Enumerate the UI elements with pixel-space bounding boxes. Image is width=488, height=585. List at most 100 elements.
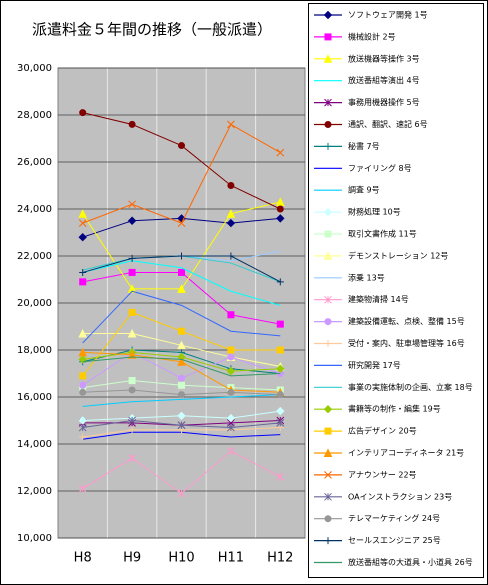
legend-label: 事業の実施体制の企画、立案 18号 xyxy=(348,382,473,392)
marker xyxy=(324,33,332,41)
marker xyxy=(226,218,236,228)
marker xyxy=(128,200,136,209)
y-tick-label: 16,000 xyxy=(17,392,52,403)
marker xyxy=(276,346,284,354)
y-tick-label: 20,000 xyxy=(17,298,52,309)
marker xyxy=(128,386,136,394)
marker xyxy=(276,205,284,213)
legend-label: ソフトウェア開発 1号 xyxy=(348,11,428,20)
marker xyxy=(279,433,282,436)
y-tick-label: 18,000 xyxy=(17,345,52,356)
legend-label: OAインストラクション 23号 xyxy=(348,492,452,501)
marker xyxy=(180,398,183,401)
marker xyxy=(177,284,186,293)
marker xyxy=(178,391,185,399)
marker xyxy=(79,388,87,396)
marker xyxy=(279,334,282,337)
marker xyxy=(324,121,332,128)
marker xyxy=(324,537,332,545)
marker xyxy=(177,219,186,227)
marker xyxy=(323,207,333,217)
x-tick-label: H12 xyxy=(267,551,293,566)
y-tick-label: 30,000 xyxy=(17,63,52,74)
marker xyxy=(128,120,136,128)
marker xyxy=(128,254,136,262)
marker xyxy=(276,364,285,374)
marker xyxy=(276,391,284,399)
marker xyxy=(79,109,87,117)
marker xyxy=(279,304,282,307)
series-line xyxy=(82,260,281,306)
marker xyxy=(324,295,332,304)
marker xyxy=(324,340,332,347)
marker xyxy=(128,426,136,434)
marker xyxy=(177,357,186,366)
marker xyxy=(324,427,332,435)
marker xyxy=(78,219,87,227)
marker xyxy=(81,360,84,363)
y-tick-label: 10,000 xyxy=(17,533,52,544)
legend-label: 建築物清掃 14号 xyxy=(348,294,409,304)
marker xyxy=(180,304,183,307)
y-tick-label: 28,000 xyxy=(17,110,52,121)
x-tick-label: H9 xyxy=(123,551,141,566)
marker xyxy=(226,209,236,218)
legend-label: 放送機器等操作 3号 xyxy=(348,53,420,63)
marker xyxy=(229,290,232,293)
marker xyxy=(229,396,232,399)
marker xyxy=(180,358,183,361)
marker xyxy=(276,214,285,223)
x-tick-label: H10 xyxy=(168,551,194,566)
y-tick-label: 14,000 xyxy=(17,439,52,450)
legend-label: 研究開発 17号 xyxy=(348,360,401,370)
marker xyxy=(229,435,232,438)
y-tick-label: 22,000 xyxy=(17,251,52,262)
marker xyxy=(78,209,88,218)
marker xyxy=(178,374,185,382)
legend-label: 財務処理 10号 xyxy=(348,207,401,217)
marker xyxy=(79,381,87,389)
legend-label: 放送番組等演出 4号 xyxy=(348,75,420,85)
marker xyxy=(227,447,235,455)
marker xyxy=(78,484,87,493)
y-tick-label: 26,000 xyxy=(17,157,52,168)
marker xyxy=(177,340,186,350)
legend-label: テレマーケティング 24号 xyxy=(348,513,440,523)
marker xyxy=(323,251,333,260)
marker xyxy=(78,328,88,338)
marker xyxy=(324,515,332,523)
legend-label: 通訳、翻訳、速記 6号 xyxy=(348,119,428,129)
legend-label: 取引文書作成 11号 xyxy=(348,229,417,239)
marker xyxy=(227,388,235,396)
marker xyxy=(128,377,136,385)
marker xyxy=(81,405,84,408)
marker xyxy=(279,372,282,375)
marker xyxy=(279,250,282,253)
marker xyxy=(275,197,285,206)
marker xyxy=(131,290,134,293)
marker xyxy=(276,406,285,416)
marker xyxy=(79,433,87,441)
marker xyxy=(128,454,136,462)
marker xyxy=(229,374,232,377)
marker xyxy=(131,356,134,359)
series-line xyxy=(82,394,281,407)
marker xyxy=(79,268,87,276)
marker xyxy=(178,327,185,335)
legend-label: インテリアコーディネータ 21号 xyxy=(348,448,464,458)
marker xyxy=(78,416,87,425)
marker xyxy=(131,400,134,403)
marker xyxy=(276,320,284,328)
marker xyxy=(178,268,185,276)
marker xyxy=(127,284,137,293)
legend-label: 放送番組等の大道具・小道具 26号 xyxy=(348,557,473,567)
marker xyxy=(227,311,235,319)
legend-label: デモンストレーション 12号 xyxy=(348,250,448,260)
marker xyxy=(324,492,332,501)
marker xyxy=(128,308,136,316)
marker xyxy=(78,423,87,432)
legend-label: ファイリング 8号 xyxy=(348,163,412,173)
legend-label: 書籍等の制作・編集 19号 xyxy=(348,404,441,414)
